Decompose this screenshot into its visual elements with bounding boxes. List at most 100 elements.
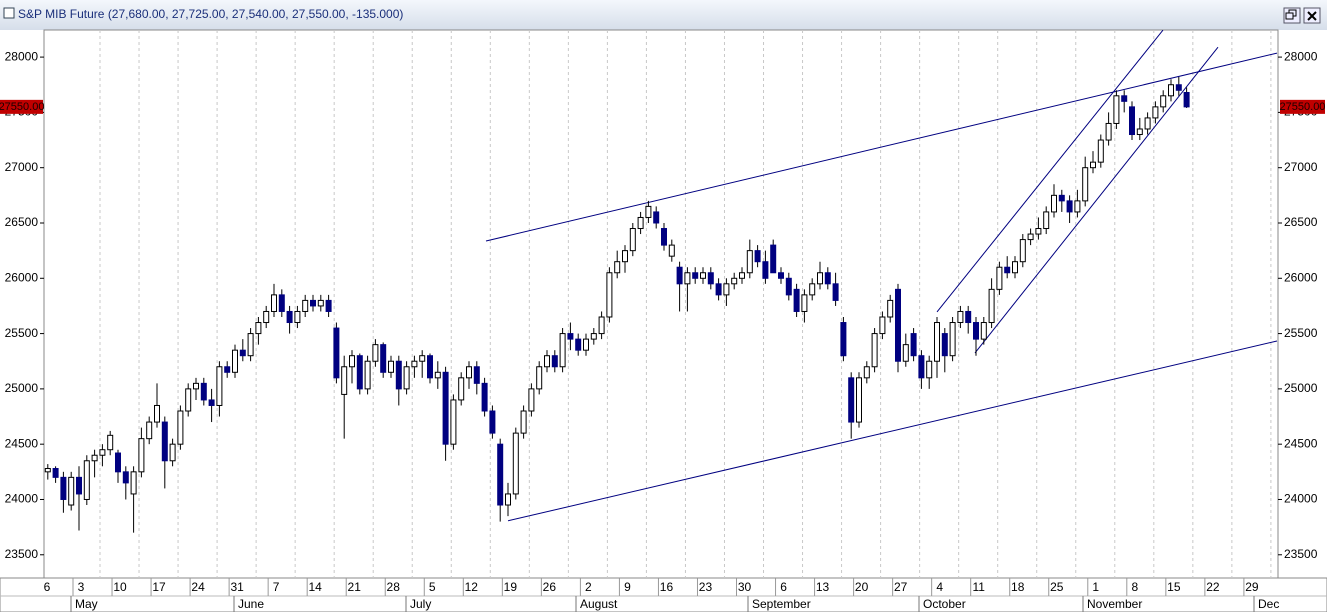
x-tick-label: 13 (816, 580, 830, 594)
candle-body (1175, 84, 1182, 91)
x-tick-label: 15 (1167, 580, 1181, 594)
x-tick-label: 2 (585, 580, 592, 594)
candle-body (380, 344, 387, 373)
last-price-label: 27550.00 (1280, 101, 1326, 113)
candle-body (1183, 91, 1190, 108)
candle-body (770, 244, 777, 274)
candle-body (824, 272, 831, 285)
candle-body (879, 316, 886, 335)
candle-body (528, 388, 535, 412)
candle-body (130, 471, 137, 495)
candle-body (902, 344, 909, 362)
candle-body (661, 228, 667, 246)
candle-body (364, 360, 371, 390)
candle-body (44, 468, 51, 473)
candle-body (419, 355, 426, 362)
candle-body (497, 443, 504, 506)
candle-body (458, 377, 465, 401)
x-tick-label: 24 (191, 580, 205, 594)
candle-body (957, 310, 964, 324)
x-tick-label: 18 (1011, 580, 1025, 594)
candle-body (988, 288, 995, 324)
candle-body (232, 349, 238, 373)
candle-body (863, 366, 870, 379)
candle-body (910, 333, 917, 357)
candle-body (505, 493, 511, 506)
candle-body (154, 404, 160, 423)
candle-body (489, 410, 496, 434)
candle-body (1097, 139, 1104, 163)
candle-body (731, 277, 738, 285)
candle-body (590, 333, 597, 340)
candle-body (1136, 128, 1143, 136)
plot (44, 30, 1278, 533)
y-tick-label: 24500 (5, 436, 39, 450)
candle-body (653, 211, 660, 224)
candle-body (372, 344, 379, 362)
candle-body (739, 272, 745, 279)
candle-body (83, 460, 90, 500)
x-tick-label: 23 (699, 580, 713, 594)
candle-body (637, 216, 644, 230)
y-tick-label: 23500 (1284, 547, 1318, 561)
candle-body (785, 277, 792, 296)
y-tick-label: 26000 (1284, 270, 1318, 284)
candle-body (723, 283, 730, 296)
candle-body (551, 355, 558, 368)
x-tick-label: 17 (152, 580, 166, 594)
candle-body (107, 434, 114, 451)
last-price-label: 27550.00 (0, 101, 44, 113)
restore-icon (1285, 12, 1294, 20)
candle-body (520, 410, 527, 434)
candle-body (762, 261, 769, 279)
y-tick-label: 25500 (1284, 326, 1318, 340)
x-tick-label: 28 (387, 580, 401, 594)
month-label: June (238, 597, 264, 611)
candle-body (411, 360, 418, 368)
x-tick-label: 22 (1206, 580, 1220, 594)
candle-body (349, 355, 355, 368)
candle-body (707, 272, 714, 285)
candle-body (746, 250, 753, 274)
candle-body (1012, 261, 1018, 274)
candle-body (466, 366, 472, 379)
candle-body (177, 410, 184, 445)
x-tick-label: 9 (624, 580, 631, 594)
last-price-tag (0, 99, 43, 114)
x-tick-label: 29 (1245, 580, 1259, 594)
y-tick-label: 26500 (1284, 215, 1318, 229)
candle-body (403, 366, 410, 390)
window-buttons[interactable] (1283, 7, 1321, 24)
month-label: September (752, 597, 811, 611)
candle-body (1074, 200, 1081, 213)
candle-body (949, 322, 956, 357)
candle-body (941, 333, 948, 357)
x-tick-label: 10 (113, 580, 127, 594)
month-label: November (1087, 597, 1142, 611)
candle-body (629, 228, 636, 252)
trendline (974, 46, 1219, 354)
candle-body (271, 294, 277, 312)
candle-body (169, 443, 176, 462)
candle-body (224, 366, 231, 373)
candle-body (52, 468, 59, 478)
month-label: August (580, 597, 618, 611)
candle-body (934, 322, 940, 362)
candle-body (1043, 211, 1050, 230)
candle-body (1019, 239, 1026, 263)
candle-body (926, 360, 933, 379)
y-tick-label: 27000 (5, 160, 39, 174)
candle-body (333, 327, 340, 379)
month-label: Dec (1258, 597, 1279, 611)
candle-body (317, 299, 324, 307)
candle-body (684, 272, 691, 285)
trendline (485, 52, 1278, 242)
candle-body (1058, 194, 1065, 202)
candle-body (1129, 106, 1135, 136)
candle-body (68, 476, 75, 506)
candle-body (887, 299, 894, 318)
last-price-tag (1280, 99, 1325, 114)
y-tick-label: 27000 (1284, 160, 1318, 174)
candle-body (294, 310, 301, 324)
